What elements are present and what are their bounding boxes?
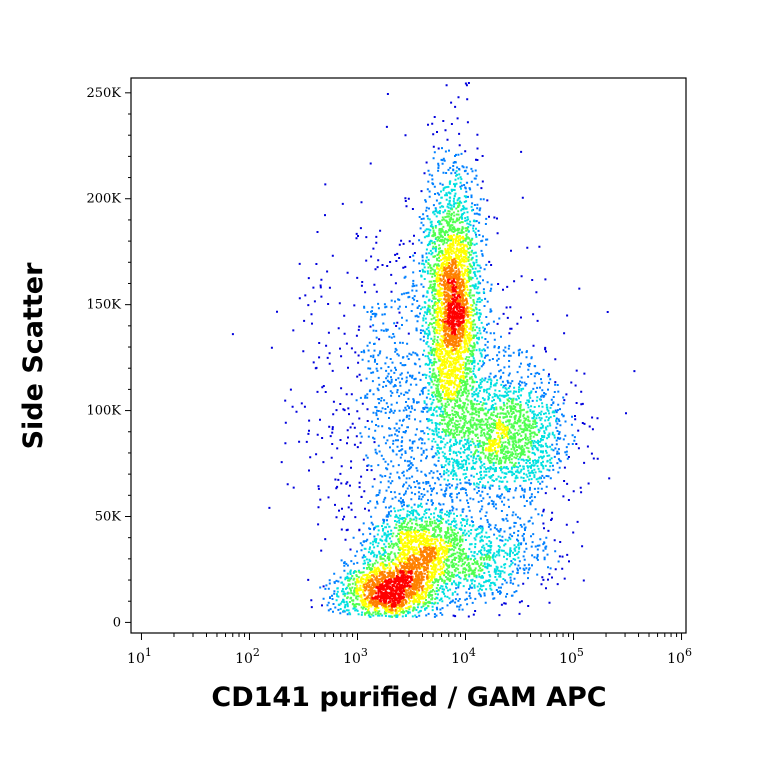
density-points (231, 82, 636, 618)
x-tick-label: 105 (559, 646, 584, 667)
y-tick-label: 150K (86, 298, 121, 313)
y-tick-label: 100K (86, 404, 121, 419)
x-tick-label: 102 (235, 646, 260, 667)
x-axis-title: CD141 purified / GAM APC (211, 682, 606, 713)
y-tick-label: 250K (86, 86, 121, 101)
plot-frame (130, 77, 687, 634)
y-tick-label: 200K (86, 192, 121, 207)
density-point-group (363, 258, 469, 612)
density-point-group (335, 170, 557, 618)
density-point-group (319, 147, 576, 618)
y-axis: 0 50K 100K 150K 200K 250K (86, 86, 131, 630)
x-tick-label: 106 (667, 646, 692, 667)
x-tick-label: 104 (451, 646, 476, 667)
y-tick-label: 50K (95, 509, 122, 524)
y-tick-label: 0 (113, 615, 121, 630)
y-axis-title: Side Scatter (18, 262, 49, 450)
density-point-group (355, 234, 509, 616)
x-tick-label: 103 (343, 646, 368, 667)
x-tick-label: 101 (127, 646, 152, 667)
density-point-group (371, 278, 465, 608)
x-axis: 101 102 103 104 105 106 (127, 633, 692, 667)
